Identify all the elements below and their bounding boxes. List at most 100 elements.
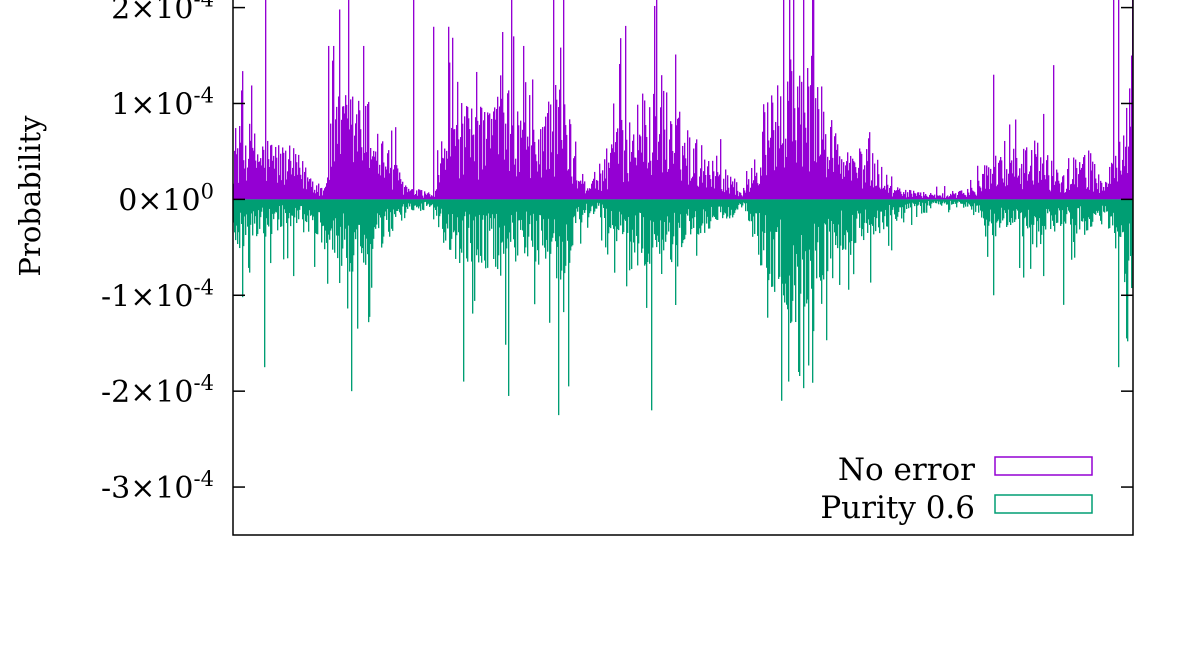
bar-no-error [484,112,486,200]
bar-no-error [366,152,368,200]
bar-no-error [468,118,470,200]
bar-no-error [930,193,932,200]
bar-no-error [1081,167,1083,200]
bar-purity [381,199,383,248]
bar-purity [1066,199,1068,215]
bar-purity [848,199,850,290]
bar-purity [953,199,955,204]
bar-no-error [300,174,302,200]
bar-purity [317,199,319,235]
bar-purity [638,199,640,244]
bar-purity [463,199,465,382]
bar-purity [839,199,841,285]
bar-purity [672,199,674,245]
bar-no-error [421,190,423,200]
bar-no-error [949,196,951,200]
bar-purity [531,199,533,241]
bar-no-error [410,190,412,200]
bar-purity [799,199,801,376]
bar-purity [356,199,358,230]
bar-no-error [934,194,936,200]
bar-purity [493,199,495,260]
bar-no-error [545,116,547,200]
bar-purity [266,199,268,219]
bar-no-error [476,71,478,200]
bar-purity [656,199,658,248]
bar-purity [676,199,678,246]
bar-no-error [885,189,887,200]
bar-purity [756,199,758,214]
bar-purity [698,199,700,235]
bar-no-error [1100,180,1102,200]
bar-purity [385,199,387,212]
bar-no-error [610,152,612,200]
bar-purity [1029,199,1031,228]
bar-purity [842,199,844,250]
bar-no-error [254,133,256,200]
bar-purity [416,199,418,208]
bar-purity [751,199,753,222]
bar-no-error [906,197,908,200]
bar-purity [1070,199,1072,225]
bar-purity [706,199,708,224]
bar-no-error [643,161,645,200]
bar-purity [685,199,687,235]
bar-no-error [981,191,983,200]
bar-purity [340,199,342,227]
bar-no-error [1124,166,1126,200]
bar-purity [556,199,558,279]
bar-purity [502,199,504,242]
bar-purity [600,199,602,218]
bar-purity [687,199,689,216]
bar-no-error [809,171,811,200]
bar-purity [1068,199,1070,211]
bar-no-error [565,125,567,200]
bar-purity [921,199,923,214]
bar-no-error [387,153,389,200]
bar-no-error [793,0,795,200]
bar-no-error [1047,155,1049,200]
bar-no-error [647,168,649,200]
bar-no-error [898,189,900,200]
bar-no-error [866,149,868,200]
bar-no-error [359,110,361,200]
bar-purity [552,199,554,238]
bar-no-error [676,125,678,200]
bar-purity [729,199,731,219]
bar-purity [454,199,456,231]
bar-no-error [361,147,363,200]
bar-purity [1013,199,1015,211]
bar-purity [791,199,793,322]
bar-no-error [932,195,934,200]
bar-purity [633,199,635,243]
bar-purity [772,199,774,287]
bar-purity [315,199,317,234]
bar-no-error [477,120,479,200]
bar-purity [1098,199,1100,211]
bar-purity [892,199,894,210]
bar-purity [1072,199,1074,219]
bar-no-error [559,89,561,200]
bar-no-error [234,150,236,200]
bar-purity [683,199,685,241]
bar-no-error [869,132,871,200]
bar-purity [477,199,479,250]
bar-no-error [718,176,720,200]
bar-no-error [947,195,949,200]
bar-no-error [818,109,820,200]
bar-purity [689,199,691,222]
bar-purity [567,199,569,241]
bar-no-error [650,160,652,200]
bar-no-error [495,119,497,200]
bar-no-error [590,189,592,200]
bar-no-error [733,187,735,200]
bar-purity [723,199,725,215]
bar-purity [828,199,830,219]
bar-purity [294,199,296,218]
bar-no-error [652,152,654,200]
bar-no-error [957,195,959,200]
bar-no-error [916,195,918,200]
bar-no-error [535,154,537,200]
bar-no-error [1026,147,1028,200]
